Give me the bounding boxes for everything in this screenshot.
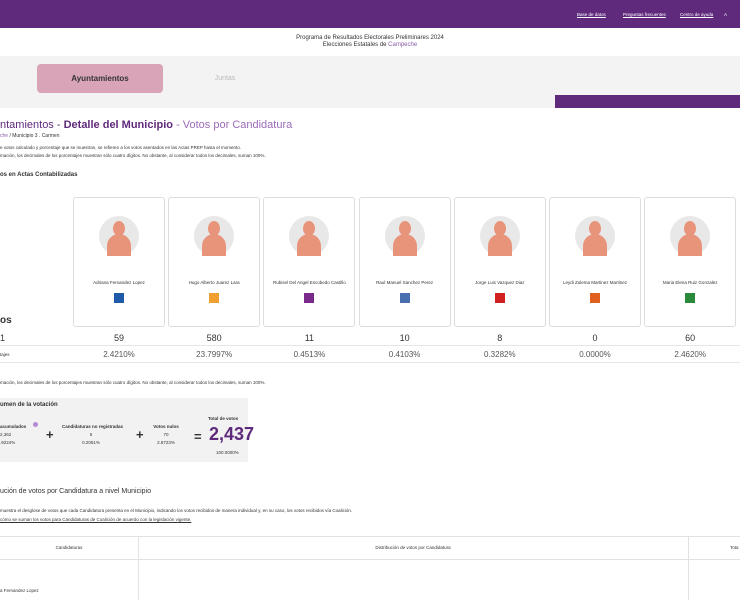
summary-label: acumulados <box>0 424 27 429</box>
accent-bar <box>555 95 740 108</box>
section-title: os en Actas Contabilizadas <box>0 172 78 178</box>
candidate-percent: 0.4103% <box>388 350 421 359</box>
summary-percent: 0.2051% <box>82 440 100 445</box>
summary-percent: 100.0000% <box>216 450 239 455</box>
row-divider <box>0 362 740 363</box>
candidate-votes: 60 <box>685 333 696 343</box>
avatar-head <box>589 221 601 236</box>
candidate-votes: 580 <box>206 333 222 343</box>
party-logo <box>114 293 124 303</box>
avatar-body <box>487 234 512 256</box>
info-icon[interactable] <box>33 422 38 427</box>
table-header <box>0 536 740 560</box>
summary-percent: .9224% <box>0 440 16 445</box>
avatar-head <box>493 221 506 236</box>
summary-percent: 2.8723% <box>157 440 175 445</box>
note: mación, los decimales de los porcentajes… <box>0 153 266 158</box>
party-logo <box>685 293 696 303</box>
column-header: Distribución de votos por Candidatura <box>375 545 451 550</box>
link[interactable]: Base de datos <box>577 12 606 17</box>
header-line: Programa de Resultados Electorales Preli… <box>296 35 444 41</box>
column-header: Tota <box>730 545 739 550</box>
summary-box <box>0 398 248 462</box>
tab[interactable]: Juntas <box>214 75 236 82</box>
text: Detalle del Municipio <box>63 119 173 131</box>
avatar-body <box>678 234 703 256</box>
row-heading: os <box>0 315 12 326</box>
summary-label: Total de votos <box>208 416 239 421</box>
candidate-name: Hugo Alberto Juarez Lara <box>188 280 240 285</box>
column-divider <box>138 536 139 600</box>
table-cell: a Fernandez Lopez <box>0 588 39 593</box>
text: / Municipio 3 . Carmen <box>9 133 60 139</box>
note: e votos calculado y porcentaje que se mu… <box>0 145 242 150</box>
party-logo <box>494 293 505 303</box>
text: - Votos por Candidatura <box>176 119 293 131</box>
candidate-percent: 23.7997% <box>196 350 233 359</box>
avatar-head <box>208 221 221 236</box>
candidate-percent: 0.3282% <box>484 350 516 359</box>
summary-label: Candidaturas no registradas <box>62 424 124 429</box>
header-line: Elecciones Estatales de Campeche <box>0 42 740 48</box>
plus: + <box>46 427 54 442</box>
candidate-name: Rubisel Del Angel Escobedo Castillo <box>272 280 346 285</box>
candidate-name: Maria Elena Ruiz Gonzalez <box>662 280 718 285</box>
candidate-percent: 0.0000% <box>579 350 611 359</box>
candidate-votes: 11 <box>304 333 315 343</box>
breadcrumb: che / Municipio 3 . Carmen <box>0 133 59 139</box>
summary-value: 5 <box>89 432 93 437</box>
link[interactable]: cómo se suman los votos para Candidatura… <box>0 517 192 522</box>
note: mación, los decimales de los porcentajes… <box>0 380 266 385</box>
row-label: 1 <box>0 333 6 343</box>
plus: + <box>136 427 144 442</box>
avatar-head <box>684 221 697 236</box>
candidate-percent: 0.4513% <box>293 350 326 359</box>
avatar-body <box>202 234 227 256</box>
total-value: 2,437 <box>209 424 255 444</box>
summary-value: 70 <box>163 432 169 437</box>
column-divider <box>688 536 689 600</box>
avatar-body <box>297 234 322 256</box>
party-logo <box>304 293 315 303</box>
section-title: ución de votos por Candidatura a nivel M… <box>0 488 151 495</box>
summary-label: Votos nulos <box>153 424 179 429</box>
candidate-votes: 59 <box>113 333 124 343</box>
description: muestra el desglose de votos que cada Ca… <box>0 508 353 513</box>
candidate-name: Leydi Zulema Martinez Martinez <box>562 280 628 285</box>
row-label: tajes <box>0 352 10 357</box>
party-logo <box>399 293 410 303</box>
text: Elecciones Estatales de <box>322 42 387 48</box>
candidate-percent: 2.4620% <box>674 350 706 359</box>
avatar-body <box>392 234 417 256</box>
avatar-head <box>303 221 316 236</box>
state: Campeche <box>388 42 418 48</box>
summary-title: umen de la votación <box>0 402 58 408</box>
tab-active[interactable]: Ayuntamientos <box>37 64 163 93</box>
summary-value: 2,362 <box>0 432 12 437</box>
avatar-body <box>583 234 607 256</box>
page-title: ntamientos - Detalle del Municipio - Vot… <box>0 119 292 131</box>
candidate-votes: 8 <box>497 333 503 343</box>
top-bar <box>0 0 740 28</box>
link[interactable]: che <box>0 133 9 139</box>
text: ntamientos - <box>0 119 61 131</box>
equals: = <box>194 429 202 444</box>
avatar-head <box>113 221 125 236</box>
candidate-name: Raul Manuel Sanchez Perez <box>376 280 434 285</box>
row-divider <box>0 345 740 346</box>
candidate-name: Jorge Luis Vazquez Diaz <box>475 280 525 285</box>
candidate-votes: 10 <box>399 333 410 343</box>
column-header: Candidaturas <box>55 545 83 550</box>
candidate-votes: 0 <box>592 333 598 343</box>
party-logo <box>590 293 600 303</box>
avatar-body <box>107 234 131 256</box>
link[interactable]: A <box>724 12 728 17</box>
link[interactable]: Centro de ayuda <box>680 12 714 17</box>
avatar-head <box>398 221 411 236</box>
candidate-percent: 2.4210% <box>103 350 135 359</box>
party-logo <box>209 293 220 303</box>
link[interactable]: Preguntas frecuentes <box>623 12 666 17</box>
candidate-name: Adriana Fernandez Lopez <box>93 280 145 285</box>
